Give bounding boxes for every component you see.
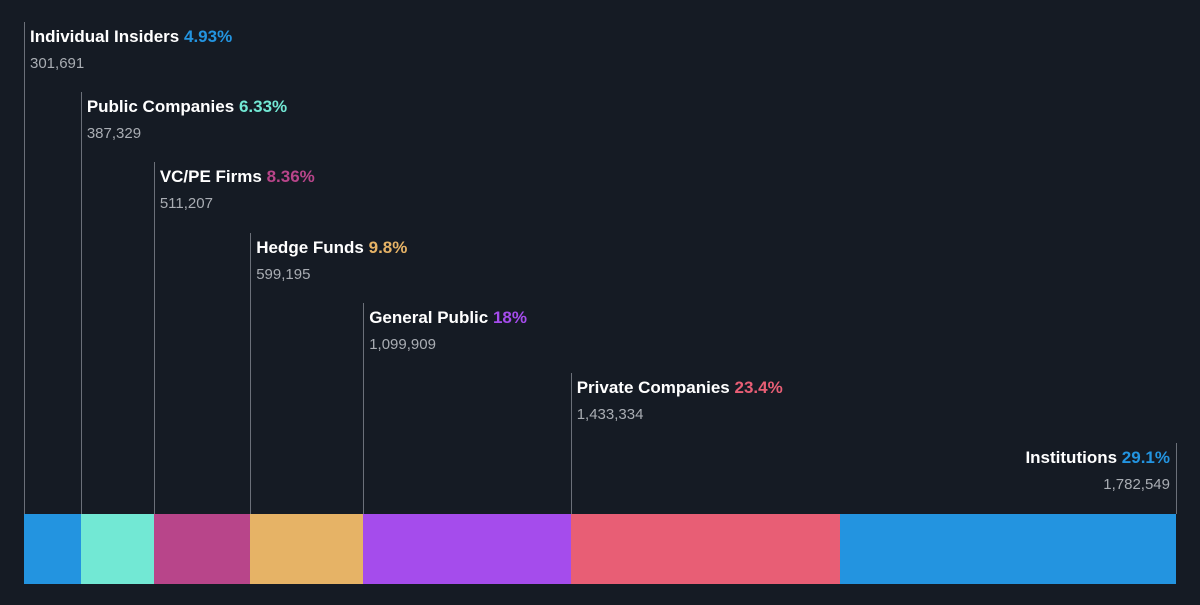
series-percent-vc-pe-firms: 8.36% — [266, 167, 315, 187]
bar-segment-general-public — [363, 514, 572, 584]
leader-line-individual-insiders — [24, 22, 25, 514]
label-hedge-funds: Hedge Funds 9.8% 599,195 — [256, 237, 407, 285]
series-shares-individual-insiders: 301,691 — [30, 55, 85, 72]
series-shares-vc-pe-firms: 511,207 — [159, 195, 213, 213]
label-private-companies: Private Companies 23.4% 1,433,334 — [577, 377, 783, 425]
bar-segment-public-companies — [80, 514, 155, 584]
bar-segment-vc-pe-firms — [153, 514, 251, 584]
series-shares-public-companies: 387,329 — [86, 125, 142, 143]
label-vc-pe-firms: VC/PE Firms 8.36% 511,207 — [160, 166, 315, 214]
series-percent-hedge-funds: 9.8% — [368, 237, 408, 257]
leader-line-vc-pe-firms — [153, 162, 155, 514]
label-individual-insiders: Individual Insiders 4.93% 301,691 — [30, 26, 232, 74]
series-percent-private-companies: 23.4% — [734, 378, 783, 397]
series-shares-hedge-funds: 599,195 — [256, 265, 311, 283]
series-name-hedge-funds: Hedge Funds — [256, 237, 364, 257]
leader-line-private-companies — [570, 373, 572, 514]
series-name-institutions: Institutions — [1025, 448, 1118, 468]
series-name-vc-pe-firms: VC/PE Firms — [159, 167, 262, 187]
leader-line-hedge-funds — [250, 232, 252, 514]
series-percent-individual-insiders: 4.93% — [184, 27, 233, 46]
series-percent-institutions: 29.1% — [1121, 448, 1170, 468]
series-name-private-companies: Private Companies — [576, 378, 730, 397]
bar-segment-institutions — [840, 514, 1176, 584]
leader-line-general-public — [363, 302, 365, 514]
series-shares-general-public: 1,099,909 — [369, 335, 436, 353]
series-percent-general-public: 18% — [492, 307, 527, 327]
series-name-general-public: General Public — [369, 307, 489, 327]
series-shares-institutions: 1,782,549 — [1103, 476, 1170, 494]
series-name-public-companies: Public Companies — [86, 97, 235, 117]
bar-segment-private-companies — [570, 514, 841, 584]
label-general-public: General Public 18% 1,099,909 — [369, 307, 527, 355]
bar-segment-individual-insiders — [24, 514, 82, 584]
series-shares-private-companies: 1,433,334 — [576, 406, 644, 423]
series-percent-public-companies: 6.33% — [238, 97, 288, 117]
label-institutions: Institutions 29.1% 1,782,549 — [1025, 447, 1170, 495]
series-name-individual-insiders: Individual Insiders — [30, 27, 180, 46]
bar-segment-hedge-funds — [250, 514, 364, 584]
label-public-companies: Public Companies 6.33% 387,329 — [87, 96, 287, 144]
leader-line-institutions — [1176, 443, 1177, 514]
leader-line-public-companies — [80, 92, 82, 514]
